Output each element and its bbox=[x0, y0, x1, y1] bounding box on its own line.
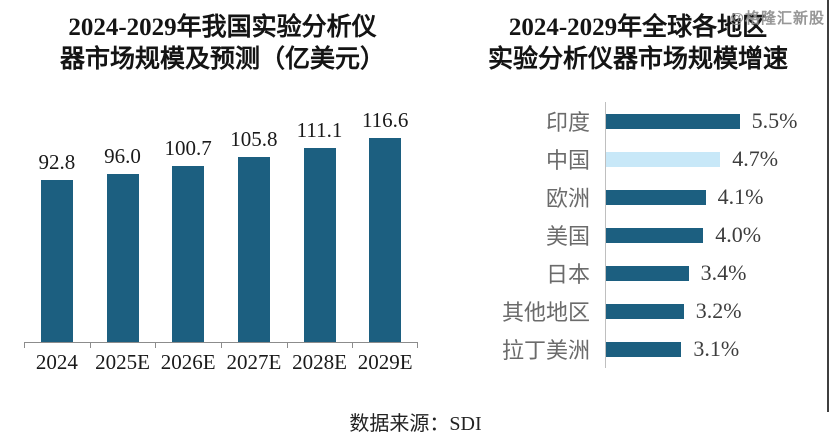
bar bbox=[237, 156, 270, 342]
region-label: 美国 bbox=[545, 224, 590, 249]
right-chart-title: 2024-2029年全球各地区 实验分析仪器市场规模增速 bbox=[445, 12, 831, 76]
x-axis-tick bbox=[24, 342, 25, 348]
x-axis-tick bbox=[352, 342, 354, 348]
x-axis-tick-label: 2025E bbox=[95, 350, 150, 374]
x-axis-tick bbox=[155, 342, 157, 348]
right-chart-title-line1: 2024-2029年全球各地区 bbox=[508, 14, 768, 41]
bar bbox=[606, 189, 706, 205]
hbar-zone: 3.2% bbox=[605, 292, 831, 330]
bar-value-label: 92.8 bbox=[38, 149, 76, 174]
bar bbox=[303, 147, 336, 342]
hbar-row: 日本 3.4% bbox=[445, 254, 831, 292]
x-axis-tick-label: 2024 bbox=[35, 350, 78, 374]
bar-value-label: 3.2% bbox=[695, 298, 742, 323]
bar-group: 100.7 bbox=[155, 136, 221, 342]
hbar-zone: 4.7% bbox=[605, 140, 831, 178]
bar-value-label: 111.1 bbox=[296, 117, 343, 142]
bar bbox=[106, 174, 139, 342]
bar-group: 111.1 bbox=[287, 118, 353, 342]
region-label: 欧洲 bbox=[545, 186, 590, 211]
left-chart-plot-area: 92.8 96.0 100.7 105.8 111.1 116.6 bbox=[24, 92, 418, 348]
x-axis-tick bbox=[221, 342, 222, 348]
left-chart-title-line2: 器市场规模及预测（亿美元） bbox=[59, 46, 385, 73]
hbar-row: 印度 5.5% bbox=[445, 102, 831, 140]
bar-group: 116.6 bbox=[352, 108, 418, 342]
hbar-zone: 3.4% bbox=[605, 254, 831, 292]
bar bbox=[40, 179, 73, 342]
bar-value-label: 5.5% bbox=[751, 108, 798, 133]
x-axis-tick-label: 2027E bbox=[226, 350, 282, 374]
bar-group: 92.8 bbox=[24, 150, 90, 342]
hbar-zone: 4.1% bbox=[605, 178, 831, 216]
hbar-row: 拉丁美洲 3.1% bbox=[445, 330, 831, 368]
page-edge-border bbox=[827, 0, 829, 412]
bar-value-label: 4.7% bbox=[732, 146, 779, 171]
bar-value-label: 100.7 bbox=[164, 135, 212, 160]
region-label: 印度 bbox=[545, 110, 590, 135]
bar bbox=[606, 341, 682, 357]
bar-value-label: 105.8 bbox=[230, 126, 278, 151]
x-axis-tick bbox=[286, 342, 288, 348]
region-label: 日本 bbox=[545, 262, 590, 287]
bar bbox=[606, 265, 689, 281]
bar-value-label: 116.6 bbox=[361, 107, 409, 132]
region-label: 中国 bbox=[545, 148, 590, 173]
bar-value-label: 4.1% bbox=[717, 184, 764, 209]
data-source-caption: 数据来源：SDI bbox=[349, 413, 482, 435]
region-label: 拉丁美洲 bbox=[501, 338, 590, 363]
bar-value-label: 96.0 bbox=[104, 144, 141, 168]
x-axis-tick bbox=[417, 342, 418, 348]
right-chart-title-line2: 实验分析仪器市场规模增速 bbox=[487, 46, 788, 73]
hbar-zone: 5.5% bbox=[605, 102, 831, 140]
hbar-row: 中国 4.7% bbox=[445, 140, 831, 178]
left-chart-title: 2024-2029年我国实验分析仪 器市场规模及预测（亿美元） bbox=[0, 12, 445, 76]
x-axis-tick-label: 2029E bbox=[357, 350, 413, 374]
left-chart-x-axis-labels: 2024 2025E 2026E 2027E 2028E 2029E bbox=[24, 350, 418, 375]
bar-value-label: 3.1% bbox=[693, 336, 740, 361]
bar-value-label: 4.0% bbox=[715, 222, 762, 247]
bar-group: 96.0 bbox=[90, 144, 156, 342]
hbar-row: 欧洲 4.1% bbox=[445, 178, 831, 216]
hbar-zone: 4.0% bbox=[605, 216, 831, 254]
bar bbox=[606, 227, 704, 243]
bar bbox=[606, 303, 684, 319]
bar bbox=[172, 165, 205, 342]
china-market-bar-chart: 2024-2029年我国实验分析仪 器市场规模及预测（亿美元） 92.8 96.0 1… bbox=[0, 0, 445, 375]
left-chart-title-line1: 2024-2029年我国实验分析仪 bbox=[68, 14, 377, 41]
bar-value-label: 3.4% bbox=[700, 260, 747, 285]
charts-row: 2024-2029年我国实验分析仪 器市场规模及预测（亿美元） 92.8 96.0 1… bbox=[0, 0, 831, 375]
bar-group: 105.8 bbox=[221, 127, 287, 342]
x-axis-tick bbox=[89, 342, 91, 348]
hbar-zone: 3.1% bbox=[605, 330, 831, 368]
bar bbox=[369, 137, 402, 342]
x-axis-tick-label: 2028E bbox=[292, 350, 347, 374]
hbar-row: 美国 4.0% bbox=[445, 216, 831, 254]
watermark: @格隆汇新股 bbox=[729, 10, 825, 27]
bar bbox=[606, 151, 721, 167]
region-label: 其他地区 bbox=[501, 300, 590, 325]
hbar-row: 其他地区 3.2% bbox=[445, 292, 831, 330]
x-axis-tick-label: 2026E bbox=[160, 350, 216, 374]
right-chart-plot-area: 印度 5.5% 中国 4.7% 欧洲 4.1% 美国 4.0% 日本 3.4% 其他地区 3.2% 拉丁… bbox=[445, 102, 831, 368]
bar bbox=[606, 113, 740, 129]
region-growth-hbar-chart: 2024-2029年全球各地区 实验分析仪器市场规模增速 印度 5.5% 中国 4.7%… bbox=[445, 0, 831, 375]
